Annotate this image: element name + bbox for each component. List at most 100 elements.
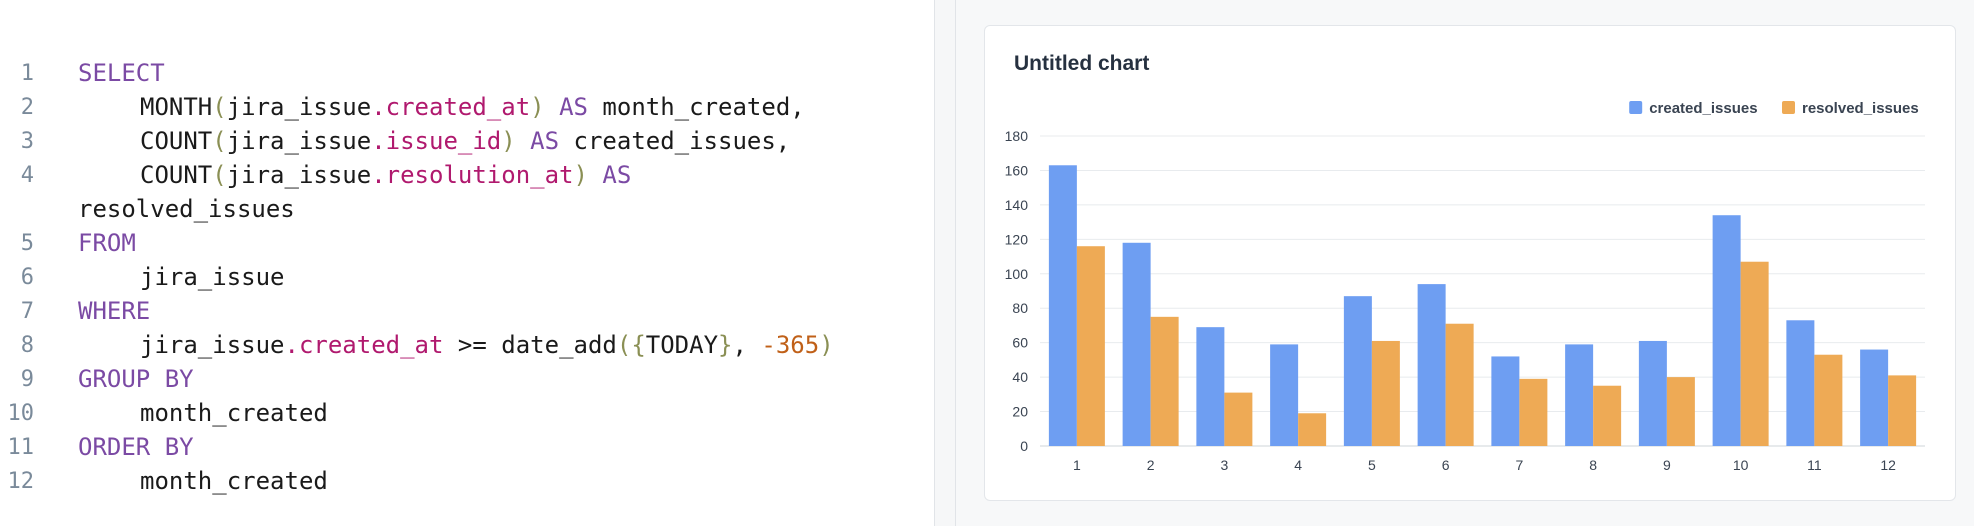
number-literal: 365	[775, 331, 820, 359]
x-tick-label: 8	[1589, 457, 1597, 473]
field-name: .created_at	[284, 331, 444, 359]
line-number: 2	[20, 94, 34, 120]
code-line: 7 WHERE	[0, 294, 934, 328]
x-tick-label: 1	[1073, 457, 1081, 473]
y-tick-label: 120	[1005, 231, 1029, 247]
bar-created_issues[interactable]	[1491, 356, 1520, 446]
bar-created_issues[interactable]	[1712, 215, 1741, 446]
results-panel: Untitled chart 0 20 40 60 80 100 120 140 160 180 1…	[956, 0, 1974, 526]
bar-created_issues[interactable]	[1417, 284, 1446, 446]
code-line: 1 SELECT	[0, 56, 934, 90]
code-line: 12 month_created	[0, 464, 934, 498]
alias: month_created,	[602, 93, 805, 121]
function-name: date_add	[501, 331, 617, 359]
x-tick-label: 2	[1147, 457, 1155, 473]
bar-resolved_issues[interactable]	[1888, 375, 1917, 446]
bar-resolved_issues[interactable]	[1076, 246, 1105, 446]
bar-created_issues[interactable]	[1196, 327, 1225, 446]
y-tick-label: 80	[1012, 300, 1028, 316]
x-tick-label: 12	[1880, 457, 1896, 473]
function-name: MONTH	[140, 93, 213, 121]
code-line: 11 ORDER BY	[0, 430, 934, 464]
line-number: 12	[7, 468, 35, 494]
field-name: .issue_id	[371, 127, 502, 155]
sql-editor[interactable]: 1 SELECT 2 MONTH(jira_issue.created_at) …	[0, 0, 934, 526]
function-name: COUNT	[140, 161, 213, 189]
bar-created_issues[interactable]	[1343, 296, 1372, 446]
y-tick-label: 100	[1005, 266, 1029, 282]
line-number: 9	[20, 366, 34, 392]
paren: (	[212, 127, 227, 155]
x-tick-label: 6	[1442, 457, 1450, 473]
y-tick-label: 0	[1020, 438, 1028, 454]
bar-resolved_issues[interactable]	[1593, 385, 1622, 446]
table-name: jira_issue	[140, 331, 285, 359]
line-number: 1	[20, 60, 34, 86]
field-name: .resolution_at	[371, 161, 574, 189]
bar-resolved_issues[interactable]	[1371, 340, 1400, 446]
table-name: jira_issue	[226, 93, 372, 121]
operator: -	[761, 331, 776, 359]
bar-resolved_issues[interactable]	[1814, 354, 1843, 446]
brace: {	[631, 331, 646, 359]
y-tick-label: 180	[1005, 128, 1029, 144]
bar-resolved_issues[interactable]	[1150, 316, 1179, 446]
keyword: ORDER BY	[78, 433, 194, 461]
bar-created_issues[interactable]	[1786, 320, 1815, 446]
chart-card: Untitled chart 0 20 40 60 80 100 120 140 160 180 1…	[984, 25, 1956, 501]
variable: TODAY	[645, 331, 719, 359]
x-tick-label: 10	[1733, 457, 1749, 473]
field-name: .created_at	[371, 93, 531, 121]
paren: )	[501, 127, 516, 155]
keyword: FROM	[78, 229, 136, 257]
line-number: 7	[20, 298, 34, 324]
paren: (	[212, 161, 227, 189]
bar-created_issues[interactable]	[1860, 349, 1889, 446]
alias: created_issues,	[573, 127, 791, 155]
bar-resolved_issues[interactable]	[1445, 323, 1474, 446]
keyword: AS	[530, 127, 560, 155]
code-line: 5 FROM	[0, 226, 934, 260]
line-number: 10	[7, 400, 35, 426]
legend-swatch	[1629, 101, 1643, 114]
alias: resolved_issues	[78, 195, 295, 223]
x-tick-label: 3	[1220, 457, 1228, 473]
x-tick-label: 5	[1368, 457, 1376, 473]
x-tick-label: 4	[1294, 457, 1302, 473]
comma: ,	[732, 331, 747, 359]
function-name: COUNT	[140, 127, 213, 155]
legend-label: created_issues	[1649, 100, 1757, 117]
bar-created_issues[interactable]	[1122, 242, 1151, 446]
y-tick-label: 160	[1005, 162, 1029, 178]
brace: }	[718, 331, 733, 359]
table-name: jira_issue	[226, 161, 372, 189]
keyword: AS	[602, 161, 632, 189]
bar-created_issues[interactable]	[1270, 344, 1299, 446]
code-line: 10 month_created	[0, 396, 934, 430]
bar-resolved_issues[interactable]	[1224, 392, 1253, 446]
x-tick-label: 9	[1663, 457, 1671, 473]
code-line: 3 COUNT(jira_issue.issue_id) AS created_…	[0, 124, 934, 158]
paren: )	[819, 331, 834, 359]
chart-title: Untitled chart	[1014, 52, 1150, 75]
operator: >=	[457, 331, 487, 359]
bar-created_issues[interactable]	[1565, 344, 1594, 446]
bar-resolved_issues[interactable]	[1298, 413, 1327, 446]
bar-resolved_issues[interactable]	[1740, 261, 1769, 446]
paren: )	[573, 161, 588, 189]
bar-created_issues[interactable]	[1638, 340, 1667, 446]
bar-created_issues[interactable]	[1048, 165, 1077, 446]
paren: )	[530, 93, 545, 121]
code-line: 6 jira_issue	[0, 260, 934, 294]
line-number: 4	[20, 162, 34, 188]
legend-swatch	[1782, 101, 1795, 114]
pane-splitter[interactable]	[934, 0, 956, 526]
table-name: jira_issue	[140, 263, 285, 291]
y-tick-label: 40	[1012, 369, 1028, 385]
bar-resolved_issues[interactable]	[1519, 378, 1548, 446]
code-line: 2 MONTH(jira_issue.created_at) AS month_…	[0, 90, 934, 124]
paren: (	[212, 93, 227, 121]
bar-resolved_issues[interactable]	[1666, 377, 1695, 446]
